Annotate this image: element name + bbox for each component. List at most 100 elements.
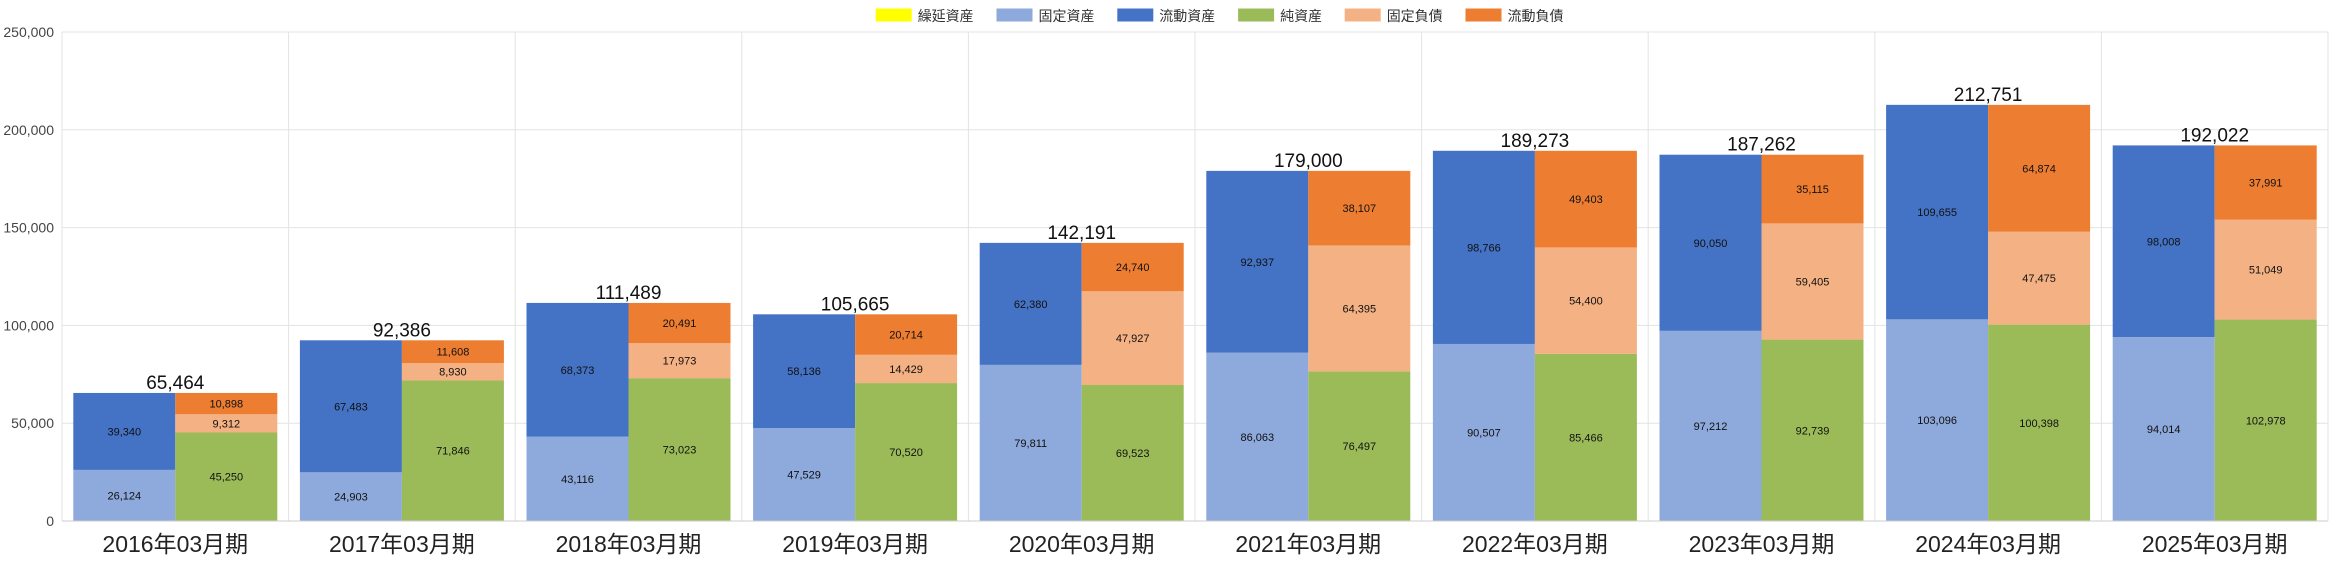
x-tick-label: 2019年03月期: [782, 531, 928, 557]
data-label: 20,714: [889, 330, 923, 342]
data-label: 64,395: [1342, 303, 1376, 315]
bar-segment: [401, 380, 504, 521]
legend-swatch: [1238, 8, 1275, 22]
x-tick-label: 2018年03月期: [556, 531, 702, 557]
data-label: 47,529: [787, 470, 821, 482]
bar-segment: [1988, 324, 2091, 521]
x-tick-label: 2021年03月期: [1235, 531, 1381, 557]
legend-label: 純資産: [1280, 9, 1322, 25]
data-label: 67,483: [334, 401, 368, 413]
bar-segment: [1206, 170, 1309, 353]
data-label: 103,096: [1917, 415, 1957, 427]
data-label: 68,373: [561, 365, 595, 377]
bar-segment: [628, 343, 731, 379]
bar-segment: [1534, 150, 1637, 248]
bar-segment: [1886, 104, 1989, 320]
bar-segment: [401, 340, 504, 364]
bar-segment: [526, 302, 629, 437]
total-label: 189,273: [1501, 131, 1570, 152]
data-label: 54,400: [1569, 296, 1603, 308]
data-label: 70,520: [889, 447, 923, 459]
x-tick-label: 2020年03月期: [1009, 531, 1155, 557]
data-label: 39,340: [107, 426, 141, 438]
bar-segment: [1761, 339, 1864, 521]
total-label: 65,464: [146, 373, 205, 394]
bar-segment: [855, 354, 958, 384]
bar-segment: [175, 392, 278, 415]
data-label: 47,927: [1116, 333, 1150, 345]
grid: [61, 31, 2329, 522]
bar-segment: [299, 340, 402, 473]
bar-segment: [2112, 337, 2215, 521]
total-label: 179,000: [1274, 151, 1343, 172]
data-label: 85,466: [1569, 432, 1603, 444]
bar-segment: [1659, 330, 1762, 521]
bar-segment: [2112, 145, 2215, 338]
x-tick-label: 2016年03月期: [102, 531, 248, 557]
data-label: 109,655: [1917, 207, 1957, 219]
y-tick-label: 50,000: [11, 415, 54, 431]
bars: 26,124 39,340 45,250 9,312 10,898 65,464 24,90…: [73, 85, 2317, 521]
data-label: 100,398: [2019, 418, 2059, 430]
data-label: 24,740: [1116, 262, 1150, 274]
y-tick-label: 0: [46, 513, 54, 529]
bar-segment: [628, 302, 731, 344]
data-label: 38,107: [1342, 203, 1376, 215]
bar-segment: [73, 392, 176, 470]
data-label: 8,930: [439, 367, 467, 379]
data-label: 26,124: [107, 490, 141, 502]
total-label: 92,386: [373, 320, 431, 341]
data-label: 14,429: [889, 364, 923, 376]
total-label: 111,489: [596, 283, 662, 304]
data-label: 49,403: [1569, 194, 1603, 206]
bar-segment: [753, 314, 856, 429]
data-label: 45,250: [209, 472, 243, 484]
data-label: 10,898: [209, 399, 243, 411]
y-tick-label: 150,000: [3, 220, 54, 236]
bar-segment: [1432, 150, 1535, 344]
y-tick-label: 250,000: [3, 24, 54, 40]
bar-segment: [1308, 245, 1411, 372]
bar-segment: [175, 432, 278, 521]
bar-segment: [2214, 319, 2317, 521]
data-label: 37,991: [2249, 178, 2283, 190]
bar-segment: [855, 383, 958, 521]
x-axis: 2016年03月期 2017年03月期 2018年03月期 2019年03月期 2020…: [62, 520, 2328, 557]
bar-segment: [401, 363, 504, 381]
data-label: 98,766: [1467, 242, 1501, 254]
data-label: 47,475: [2022, 273, 2056, 285]
bar-segment: [1988, 231, 2091, 325]
bar-segment: [2214, 145, 2317, 220]
total-label: 105,665: [821, 294, 890, 315]
bar-segment: [1534, 353, 1637, 521]
data-label: 71,846: [436, 446, 470, 458]
data-label: 79,811: [1014, 438, 1047, 450]
x-tick-label: 2024年03月期: [1915, 531, 2061, 557]
legend-label: 流動資産: [1159, 9, 1215, 25]
bar-segment: [299, 472, 402, 521]
data-label: 64,874: [2022, 163, 2056, 175]
data-label: 35,115: [1796, 184, 1829, 196]
legend: 繰延資産 固定資産 流動資産 純資産 固定負債 流動負債: [875, 8, 1564, 25]
legend-label: 固定負債: [1387, 9, 1443, 25]
bar-segment: [1308, 371, 1411, 521]
x-tick-label: 2017年03月期: [329, 531, 475, 557]
data-label: 76,497: [1342, 441, 1376, 453]
data-label: 86,063: [1240, 432, 1274, 444]
total-label: 187,262: [1727, 135, 1796, 156]
bar-segment: [1761, 154, 1864, 224]
bar-segment: [1081, 242, 1184, 292]
x-tick-label: 2022年03月期: [1462, 531, 1608, 557]
bar-segment: [526, 436, 629, 521]
data-label: 59,405: [1796, 277, 1830, 289]
bar-segment: [1206, 352, 1309, 521]
legend-swatch: [1465, 8, 1502, 22]
bar-segment: [1988, 104, 2091, 232]
bar-segment: [1081, 385, 1184, 521]
bar-segment: [855, 314, 958, 355]
total-label: 212,751: [1954, 85, 2023, 106]
data-label: 62,380: [1014, 299, 1048, 311]
data-label: 102,978: [2246, 415, 2286, 427]
legend-swatch: [996, 8, 1033, 22]
